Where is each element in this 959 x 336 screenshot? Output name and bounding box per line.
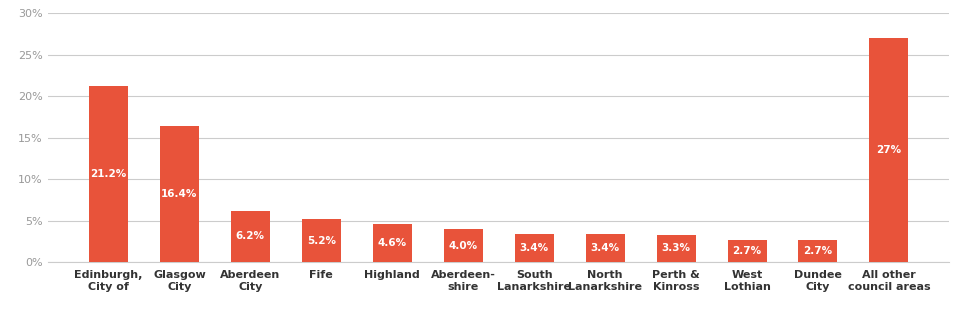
Text: 27%: 27% xyxy=(877,145,901,155)
Text: 2.7%: 2.7% xyxy=(733,246,761,256)
Bar xyxy=(728,240,766,262)
Bar xyxy=(373,224,411,262)
Text: 21.2%: 21.2% xyxy=(90,169,127,179)
Bar xyxy=(160,126,199,262)
Text: 16.4%: 16.4% xyxy=(161,189,198,199)
Text: 4.6%: 4.6% xyxy=(378,238,407,248)
Bar xyxy=(657,235,695,262)
Bar xyxy=(444,229,482,262)
Text: 3.3%: 3.3% xyxy=(662,243,690,253)
Bar xyxy=(89,86,128,262)
Text: 4.0%: 4.0% xyxy=(449,241,478,251)
Bar xyxy=(586,234,624,262)
Text: 6.2%: 6.2% xyxy=(236,232,265,241)
Bar xyxy=(870,38,908,262)
Bar xyxy=(515,234,553,262)
Bar xyxy=(799,240,837,262)
Bar xyxy=(231,211,269,262)
Text: 3.4%: 3.4% xyxy=(591,243,620,253)
Text: 3.4%: 3.4% xyxy=(520,243,549,253)
Bar xyxy=(302,219,340,262)
Text: 5.2%: 5.2% xyxy=(307,236,336,246)
Text: 2.7%: 2.7% xyxy=(804,246,832,256)
